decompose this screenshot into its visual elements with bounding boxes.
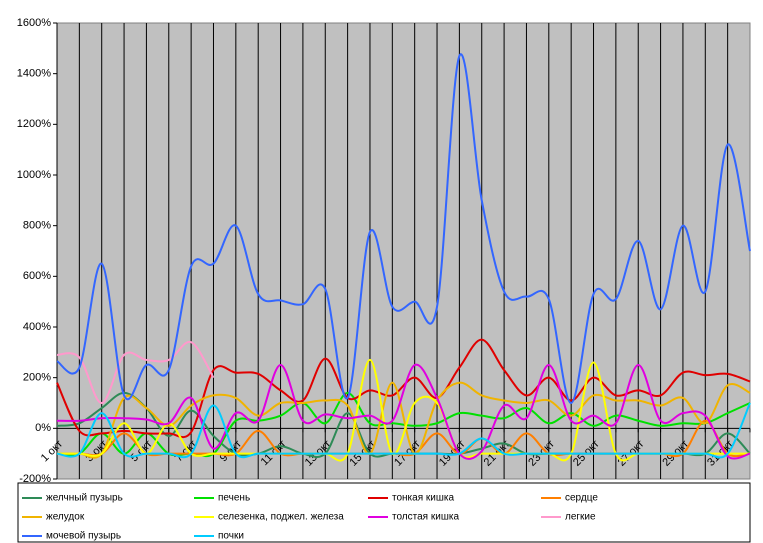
legend-item: сердце bbox=[541, 493, 598, 504]
y-tick-label: 1000% bbox=[17, 169, 51, 181]
legend-label: толстая кишка bbox=[392, 512, 459, 523]
legend-label: почки bbox=[218, 531, 244, 542]
y-tick-label: 0% bbox=[35, 422, 51, 434]
y-tick-label: 1600% bbox=[17, 17, 51, 29]
y-tick-label: 1400% bbox=[17, 68, 51, 80]
series-line bbox=[57, 381, 751, 459]
y-tick-label: 200% bbox=[23, 372, 51, 384]
legend-item: мочевой пузырь bbox=[22, 531, 121, 542]
legend-label: желудок bbox=[46, 512, 85, 523]
y-tick-label: 600% bbox=[23, 270, 51, 282]
legend-label: тонкая кишка bbox=[392, 493, 454, 504]
legend-item: селезенка, поджел. железа bbox=[194, 512, 344, 523]
legend-item: желудок bbox=[22, 512, 85, 523]
legend-item: легкие bbox=[541, 512, 596, 523]
y-tick-label: 1200% bbox=[17, 118, 51, 130]
legend-label: легкие bbox=[565, 512, 596, 523]
series-line bbox=[56, 402, 751, 459]
plot-area bbox=[56, 22, 751, 480]
legend-item: желчный пузырь bbox=[22, 493, 123, 504]
legend-label: селезенка, поджел. железа bbox=[218, 512, 344, 523]
series-line bbox=[57, 358, 750, 462]
y-tick-label: -200% bbox=[19, 473, 51, 485]
legend-label: сердце bbox=[565, 493, 598, 504]
legend bbox=[17, 482, 751, 543]
series-line bbox=[56, 363, 751, 460]
legend-label: желчный пузырь bbox=[46, 493, 123, 504]
y-tick-label: 400% bbox=[23, 321, 51, 333]
series-line bbox=[56, 338, 751, 439]
legend-item: почки bbox=[194, 531, 244, 542]
series-line bbox=[56, 53, 751, 405]
legend-label: печень bbox=[218, 493, 250, 504]
legend-item: толстая кишка bbox=[368, 512, 459, 523]
legend-item: тонкая кишка bbox=[368, 493, 454, 504]
legend-item: печень bbox=[194, 493, 250, 504]
legend-label: мочевой пузырь bbox=[46, 531, 121, 542]
y-tick-label: 800% bbox=[23, 220, 51, 232]
